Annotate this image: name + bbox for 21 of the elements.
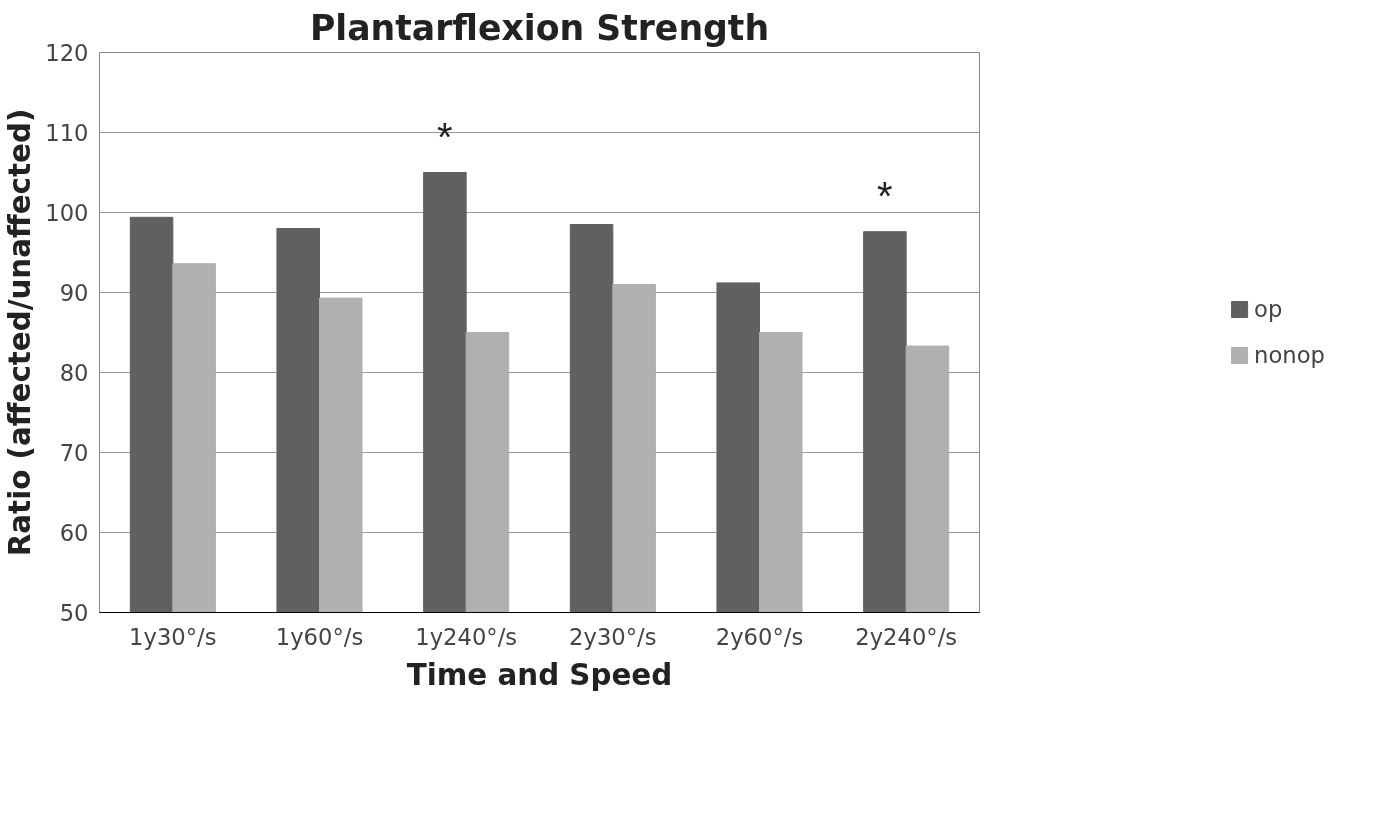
- y-tick-label: 100: [45, 200, 89, 226]
- legend-label: nonop: [1254, 342, 1325, 368]
- annotation: *: [877, 173, 893, 218]
- x-tick-label: 2y240°/s: [855, 623, 958, 650]
- y-tick-label: 60: [59, 520, 89, 546]
- y-tick-label: 80: [59, 360, 89, 386]
- x-axis-title: Time and Speed: [406, 657, 673, 692]
- x-tick-label: 1y240°/s: [415, 623, 518, 650]
- x-tick-label: 1y30°/s: [129, 623, 217, 650]
- x-tick-label: 1y60°/s: [275, 623, 364, 650]
- y-axis-title: Ratio (affected/unaffected): [3, 108, 38, 557]
- legend-label: op: [1254, 296, 1283, 322]
- y-tick-label: 70: [59, 440, 89, 466]
- y-tick-label: 50: [59, 600, 89, 626]
- y-tick-label: 110: [45, 120, 89, 146]
- chart-title: Plantarflexion Strength: [309, 7, 770, 48]
- y-tick-label: 120: [45, 40, 89, 66]
- y-tick-label: 90: [59, 280, 89, 306]
- annotation: *: [437, 114, 453, 159]
- x-tick-label: 2y30°/s: [569, 623, 657, 650]
- x-tick-label: 2y60°/s: [715, 623, 804, 650]
